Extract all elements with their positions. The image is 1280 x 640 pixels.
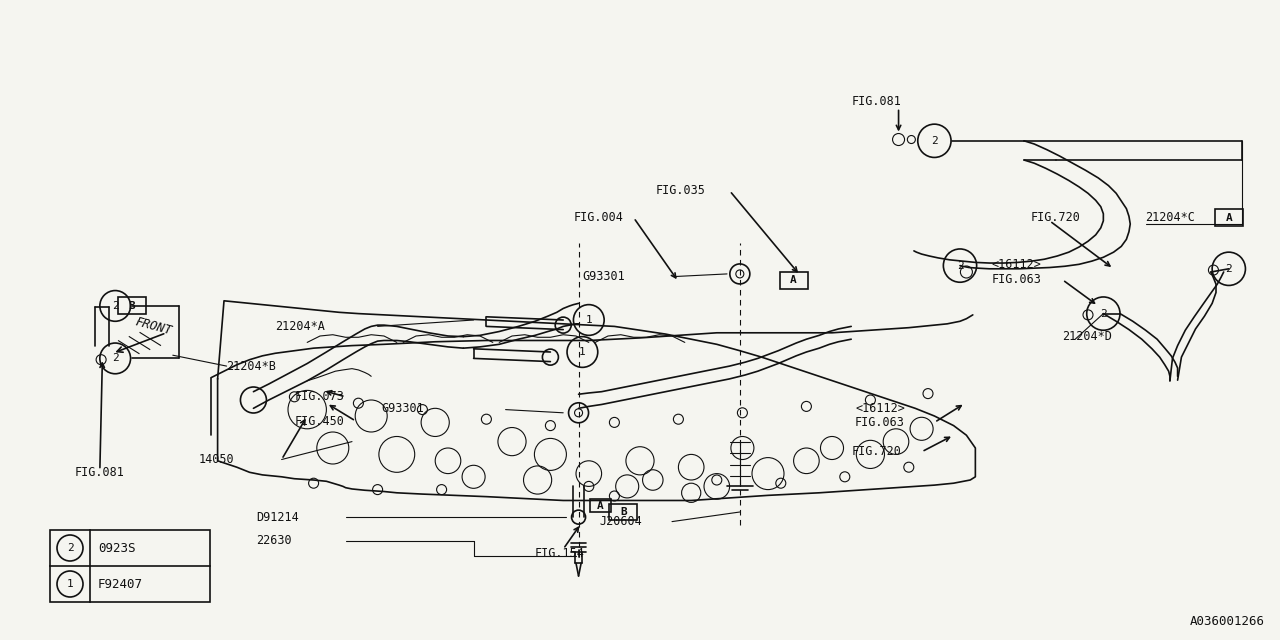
Text: J20604: J20604 bbox=[599, 515, 641, 528]
Text: FIG.154: FIG.154 bbox=[535, 547, 585, 560]
Text: <16112>: <16112> bbox=[992, 259, 1042, 271]
Text: 2: 2 bbox=[1100, 308, 1107, 319]
Text: 14050: 14050 bbox=[198, 453, 234, 466]
Text: FIG.450: FIG.450 bbox=[294, 415, 344, 428]
Text: 2: 2 bbox=[111, 301, 119, 311]
Bar bbox=[118, 298, 146, 314]
Text: A: A bbox=[596, 500, 604, 511]
Text: A: A bbox=[790, 275, 797, 285]
Bar bbox=[780, 272, 808, 289]
Text: B: B bbox=[620, 507, 627, 517]
Text: FIG.004: FIG.004 bbox=[573, 211, 623, 224]
Text: F92407: F92407 bbox=[99, 577, 143, 591]
Text: 21204*D: 21204*D bbox=[1062, 330, 1112, 342]
Text: 1: 1 bbox=[67, 579, 73, 589]
Text: 22630: 22630 bbox=[256, 534, 292, 547]
Text: FIG.720: FIG.720 bbox=[1030, 211, 1080, 224]
Text: A036001266: A036001266 bbox=[1190, 615, 1265, 628]
Text: 21204*C: 21204*C bbox=[1146, 211, 1196, 224]
Text: 0923S: 0923S bbox=[99, 541, 136, 554]
Text: G93301: G93301 bbox=[582, 270, 625, 283]
Text: 2: 2 bbox=[111, 353, 119, 364]
Text: FIG.063: FIG.063 bbox=[855, 416, 905, 429]
Text: 1: 1 bbox=[585, 315, 593, 325]
Text: FRONT: FRONT bbox=[134, 316, 173, 337]
Text: 21204*B: 21204*B bbox=[227, 360, 276, 372]
Bar bbox=[50, 530, 210, 602]
Bar bbox=[1215, 209, 1243, 226]
Text: A: A bbox=[1225, 212, 1233, 223]
Text: G93301: G93301 bbox=[381, 402, 424, 415]
Text: FIG.720: FIG.720 bbox=[851, 445, 901, 458]
Text: 1: 1 bbox=[579, 347, 586, 357]
Text: 2: 2 bbox=[931, 136, 938, 146]
Text: FIG.081: FIG.081 bbox=[851, 95, 901, 108]
Text: FIG.035: FIG.035 bbox=[655, 184, 705, 197]
Text: FIG.063: FIG.063 bbox=[992, 273, 1042, 286]
Bar bbox=[609, 504, 637, 520]
Text: 2: 2 bbox=[1225, 264, 1233, 274]
Text: FIG.081: FIG.081 bbox=[74, 466, 124, 479]
Text: 21204*A: 21204*A bbox=[275, 320, 325, 333]
Text: B: B bbox=[128, 301, 136, 311]
Text: 2: 2 bbox=[956, 260, 964, 271]
Text: <16112>: <16112> bbox=[855, 402, 905, 415]
Text: FIG.073: FIG.073 bbox=[294, 390, 344, 403]
Text: 2: 2 bbox=[67, 543, 73, 553]
Text: D91214: D91214 bbox=[256, 511, 298, 524]
Bar bbox=[590, 499, 611, 512]
